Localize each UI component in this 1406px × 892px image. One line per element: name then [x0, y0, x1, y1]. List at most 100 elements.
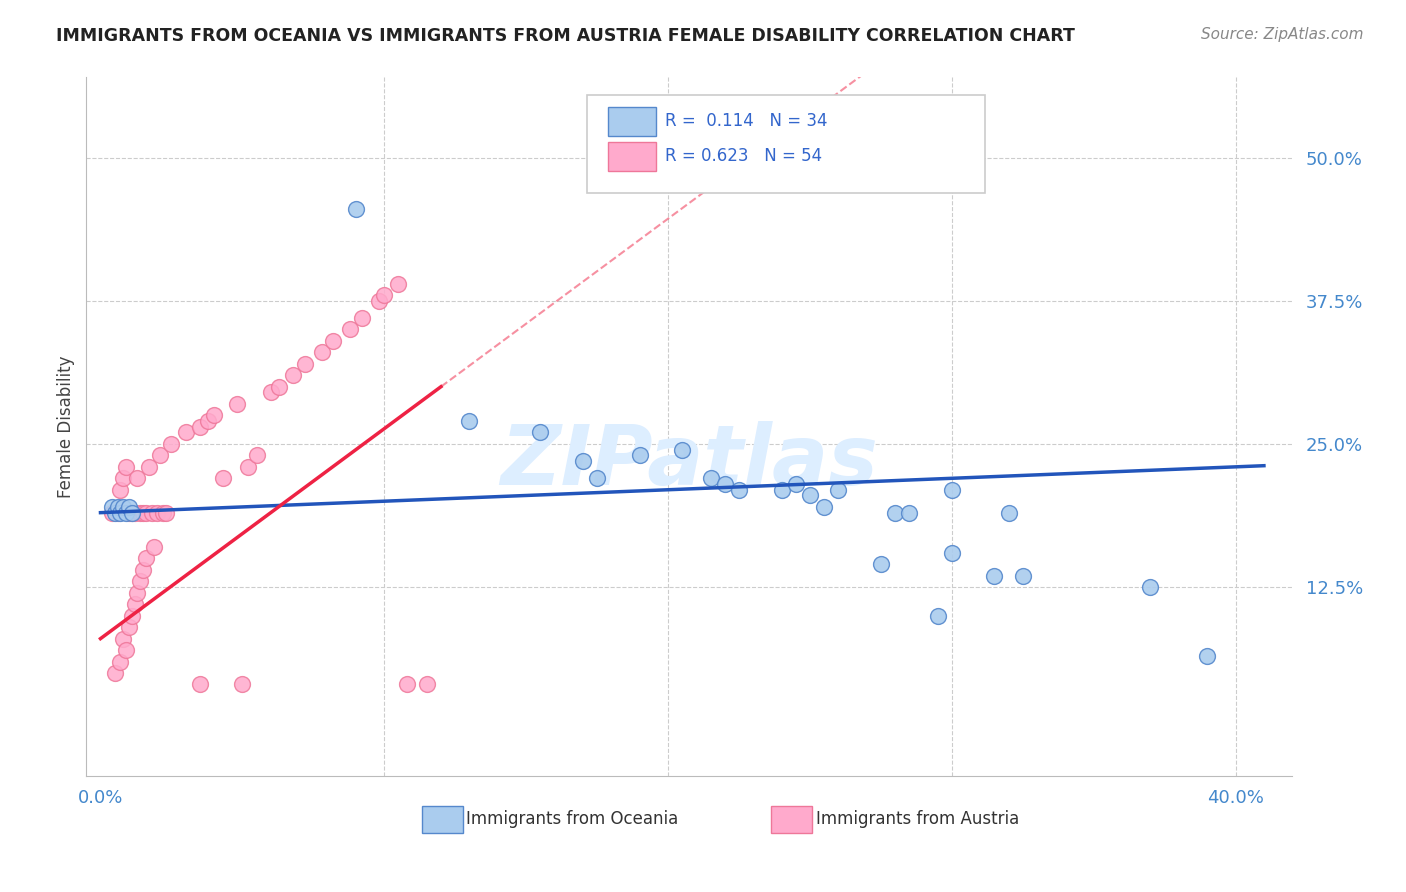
Text: ZIPatlas: ZIPatlas — [501, 421, 879, 502]
Point — [104, 665, 127, 680]
Point — [188, 677, 211, 691]
Point — [146, 506, 169, 520]
Text: Immigrants from Austria: Immigrants from Austria — [815, 811, 1019, 829]
Point — [283, 368, 305, 383]
Point — [112, 632, 135, 646]
Point — [197, 414, 219, 428]
Point — [869, 558, 891, 572]
Point — [124, 597, 146, 611]
Point — [373, 288, 395, 302]
Point — [927, 608, 949, 623]
Point — [124, 506, 146, 520]
Point — [107, 506, 129, 520]
Point — [101, 506, 124, 520]
Point — [129, 574, 152, 589]
Point — [785, 477, 807, 491]
Point — [416, 677, 439, 691]
Point — [245, 449, 267, 463]
Point — [799, 488, 821, 502]
Point — [586, 471, 609, 485]
Text: R = 0.623   N = 54: R = 0.623 N = 54 — [665, 147, 823, 165]
Point — [132, 563, 155, 577]
Point — [127, 586, 149, 600]
Point — [121, 608, 143, 623]
Point — [138, 459, 160, 474]
Point — [1139, 580, 1161, 594]
Point — [898, 506, 921, 520]
Point — [225, 397, 247, 411]
FancyBboxPatch shape — [609, 142, 655, 171]
FancyBboxPatch shape — [586, 95, 984, 193]
Point — [115, 459, 138, 474]
Point — [231, 677, 253, 691]
Point — [135, 551, 157, 566]
Point — [269, 379, 291, 393]
Point — [188, 419, 211, 434]
Point — [322, 334, 344, 348]
Point — [770, 483, 793, 497]
Point — [149, 449, 172, 463]
Point — [143, 540, 166, 554]
Text: R =  0.114   N = 34: R = 0.114 N = 34 — [665, 112, 828, 130]
FancyBboxPatch shape — [772, 806, 813, 833]
Text: Immigrants from Oceania: Immigrants from Oceania — [467, 811, 679, 829]
Point — [132, 506, 155, 520]
Y-axis label: Female Disability: Female Disability — [58, 356, 75, 498]
Point — [135, 506, 157, 520]
Point — [155, 506, 177, 520]
Point — [110, 655, 132, 669]
Point — [115, 506, 138, 520]
Point — [884, 506, 907, 520]
Point — [202, 409, 225, 423]
Point — [236, 459, 259, 474]
Point — [160, 437, 183, 451]
Point — [110, 483, 132, 497]
Point — [110, 506, 132, 520]
Point — [367, 293, 389, 308]
Point — [728, 483, 751, 497]
Point — [1197, 648, 1219, 663]
Point — [827, 483, 849, 497]
Text: IMMIGRANTS FROM OCEANIA VS IMMIGRANTS FROM AUSTRIA FEMALE DISABILITY CORRELATION: IMMIGRANTS FROM OCEANIA VS IMMIGRANTS FR… — [56, 27, 1076, 45]
Point — [118, 500, 141, 514]
Point — [141, 506, 163, 520]
Point — [344, 202, 367, 216]
Point — [458, 414, 481, 428]
Point — [997, 506, 1019, 520]
Point — [118, 506, 141, 520]
Point — [941, 483, 963, 497]
Point — [311, 345, 333, 359]
Point — [387, 277, 409, 291]
Point — [395, 677, 418, 691]
Point — [294, 357, 316, 371]
Point — [983, 568, 1005, 582]
Point — [115, 643, 138, 657]
Point — [671, 442, 693, 457]
Point — [112, 500, 135, 514]
Point — [628, 449, 651, 463]
Point — [813, 500, 835, 514]
Point — [211, 471, 233, 485]
FancyBboxPatch shape — [422, 806, 463, 833]
Text: Source: ZipAtlas.com: Source: ZipAtlas.com — [1201, 27, 1364, 42]
Point — [152, 506, 174, 520]
Point — [107, 500, 129, 514]
Point — [350, 310, 373, 325]
Point — [112, 471, 135, 485]
Point — [699, 471, 721, 485]
Point — [713, 477, 735, 491]
Point — [529, 425, 551, 440]
Point — [174, 425, 197, 440]
Point — [118, 620, 141, 634]
Point — [339, 322, 361, 336]
Point — [941, 546, 963, 560]
Point — [129, 506, 152, 520]
Point — [572, 454, 595, 468]
Point — [121, 506, 143, 520]
Point — [260, 385, 283, 400]
Point — [1011, 568, 1033, 582]
FancyBboxPatch shape — [609, 107, 655, 136]
Point — [104, 506, 127, 520]
Point — [101, 500, 124, 514]
Point — [127, 471, 149, 485]
